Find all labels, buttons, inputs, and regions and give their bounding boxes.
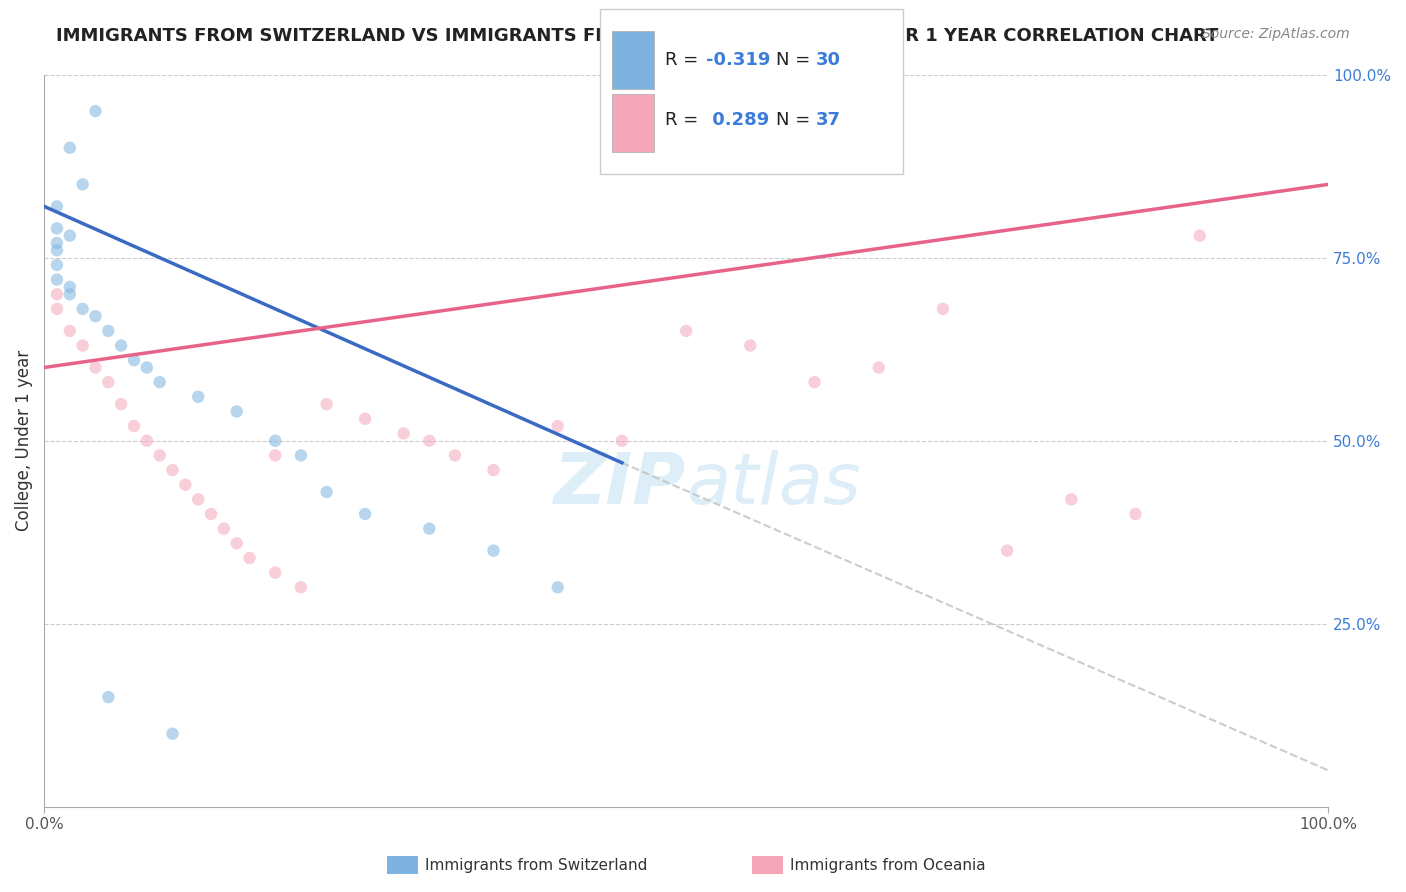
Point	[212, 522, 235, 536]
Point	[59, 287, 82, 301]
Point	[315, 397, 337, 411]
Point	[225, 536, 247, 550]
Point	[97, 690, 120, 705]
Point	[675, 324, 697, 338]
Text: R =: R =	[665, 51, 704, 69]
Point	[59, 324, 82, 338]
Point	[1060, 492, 1083, 507]
Point	[122, 353, 145, 368]
Text: 30: 30	[815, 51, 841, 69]
Point	[149, 375, 172, 389]
Point	[72, 301, 94, 316]
Point	[46, 287, 69, 301]
Point	[354, 411, 377, 425]
Point	[418, 434, 440, 448]
Point	[59, 280, 82, 294]
Text: atlas: atlas	[686, 450, 860, 519]
Text: N =: N =	[776, 51, 815, 69]
Point	[238, 550, 260, 565]
Point	[135, 434, 157, 448]
Point	[1188, 228, 1211, 243]
Point	[868, 360, 890, 375]
Point	[932, 301, 955, 316]
Text: Immigrants from Switzerland: Immigrants from Switzerland	[425, 858, 647, 872]
Point	[97, 375, 120, 389]
Point	[46, 235, 69, 250]
Point	[110, 397, 132, 411]
Point	[46, 258, 69, 272]
Point	[418, 522, 440, 536]
Point	[72, 338, 94, 352]
Point	[162, 463, 184, 477]
Point	[46, 221, 69, 235]
Text: R =: R =	[665, 112, 704, 129]
Point	[290, 449, 312, 463]
Point	[187, 492, 209, 507]
Point	[59, 228, 82, 243]
Point	[482, 463, 505, 477]
Text: Immigrants from Oceania: Immigrants from Oceania	[790, 858, 986, 872]
Point	[59, 141, 82, 155]
Text: 37: 37	[815, 112, 841, 129]
Point	[46, 301, 69, 316]
Text: ZIP: ZIP	[554, 450, 686, 519]
Point	[84, 360, 107, 375]
Text: IMMIGRANTS FROM SWITZERLAND VS IMMIGRANTS FROM OCEANIA COLLEGE, UNDER 1 YEAR COR: IMMIGRANTS FROM SWITZERLAND VS IMMIGRANT…	[56, 27, 1219, 45]
Point	[162, 727, 184, 741]
Point	[264, 566, 287, 580]
Point	[547, 419, 569, 434]
Point	[225, 404, 247, 418]
Y-axis label: College, Under 1 year: College, Under 1 year	[15, 351, 32, 532]
Point	[315, 485, 337, 500]
Point	[444, 449, 467, 463]
Point	[200, 507, 222, 521]
Point	[1125, 507, 1147, 521]
Point	[290, 580, 312, 594]
Point	[135, 360, 157, 375]
Text: 0.289: 0.289	[706, 112, 769, 129]
Text: N =: N =	[776, 112, 815, 129]
Point	[149, 449, 172, 463]
Text: Source: ZipAtlas.com: Source: ZipAtlas.com	[1202, 27, 1350, 41]
Point	[97, 324, 120, 338]
Text: -0.319: -0.319	[706, 51, 770, 69]
Point	[187, 390, 209, 404]
Point	[46, 199, 69, 213]
Point	[264, 434, 287, 448]
Point	[482, 543, 505, 558]
Point	[174, 477, 197, 491]
Point	[803, 375, 825, 389]
Point	[84, 104, 107, 119]
Point	[122, 419, 145, 434]
Point	[610, 434, 633, 448]
Point	[46, 272, 69, 286]
Point	[354, 507, 377, 521]
Point	[740, 338, 762, 352]
Point	[547, 580, 569, 594]
Point	[84, 310, 107, 324]
Point	[995, 543, 1018, 558]
Point	[46, 244, 69, 258]
Point	[72, 178, 94, 192]
Point	[392, 426, 415, 441]
Point	[110, 338, 132, 352]
Point	[264, 449, 287, 463]
